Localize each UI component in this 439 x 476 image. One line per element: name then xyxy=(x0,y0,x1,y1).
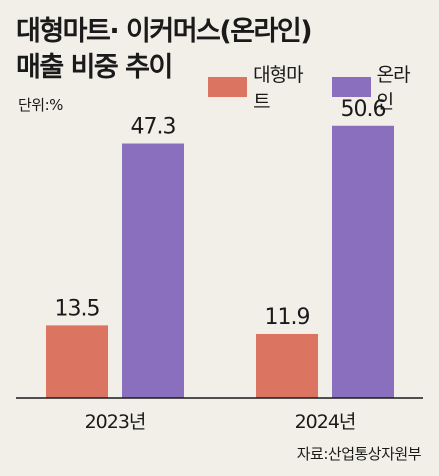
chart-title-line2: 매출 비중 추이 xyxy=(16,52,173,83)
legend-swatch-mart xyxy=(208,77,248,97)
bar-0-0 xyxy=(46,325,108,398)
chart-title-line1: 대형마트· 이커머스(온라인) xyxy=(16,16,313,47)
value-label-0-1: 47.3 xyxy=(131,115,176,140)
value-label-1-0: 11.9 xyxy=(265,305,310,330)
legend-label-mart: 대형마트 xyxy=(253,64,303,113)
unit-label: 단위:% xyxy=(18,96,63,114)
legend-item-mart: 대형마트 xyxy=(208,60,318,114)
bar-0-1 xyxy=(122,143,184,398)
chart-title: 대형마트· 이커머스(온라인) 매출 비중 추이 xyxy=(16,14,313,86)
x-tick-label-0: 2023년 xyxy=(85,411,146,433)
value-label-1-1: 50.6 xyxy=(341,97,386,122)
source-label: 자료:산업통상자원부 xyxy=(296,445,422,463)
legend-label-online: 온라인 xyxy=(376,64,411,113)
legend-item-online: 온라인 xyxy=(331,60,425,114)
bar-1-1 xyxy=(332,125,394,398)
legend: 대형마트 온라인 xyxy=(208,60,439,114)
x-tick-label-1: 2024년 xyxy=(295,411,356,433)
legend-swatch-online xyxy=(331,77,371,97)
value-label-0-0: 13.5 xyxy=(55,296,100,321)
bar-1-0 xyxy=(256,333,318,398)
